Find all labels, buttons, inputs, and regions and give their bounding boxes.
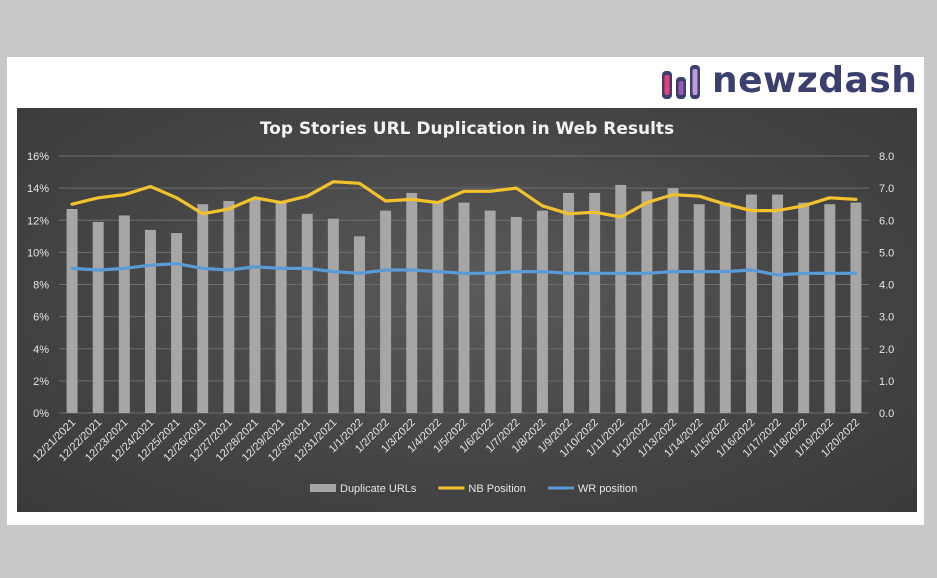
bar-duplicate-urls (66, 209, 78, 413)
y-right-tick-label: 8.0 (879, 151, 894, 163)
bar-duplicate-urls (301, 213, 313, 413)
legend-label-duplicate-urls: Duplicate URLs (340, 483, 417, 495)
chart-area: Top Stories URL Duplication in Web Resul… (17, 108, 917, 512)
bar-duplicate-urls (118, 215, 130, 413)
bar-duplicate-urls (327, 218, 339, 413)
bar-duplicate-urls (484, 210, 496, 413)
y-right-tick-label: 1.0 (879, 376, 894, 388)
y-left-tick-label: 0% (33, 408, 49, 420)
bar-duplicate-urls (197, 204, 209, 413)
bar-duplicate-urls (432, 200, 444, 413)
bar-duplicate-urls (563, 192, 575, 413)
bar-duplicate-urls (772, 194, 784, 413)
bar-duplicate-urls (589, 192, 601, 413)
brand-logo: newzdash (660, 60, 917, 102)
bar-duplicate-urls (223, 200, 235, 413)
y-left-tick-label: 4% (33, 344, 49, 356)
y-left-tick-label: 12% (27, 215, 49, 227)
bar-duplicate-urls (510, 217, 522, 413)
chart-title: Top Stories URL Duplication in Web Resul… (260, 119, 674, 139)
y-right-tick-label: 3.0 (879, 312, 894, 324)
legend-label-nb-position: NB Position (468, 483, 525, 495)
bar-duplicate-urls (850, 202, 862, 413)
brand-name: newzdash (712, 60, 918, 101)
bar-duplicate-urls (719, 202, 731, 413)
line-nb-position (70, 180, 858, 219)
line-wr-position (70, 262, 858, 277)
bar-duplicate-urls (693, 204, 705, 413)
y-left-tick-label: 6% (33, 312, 49, 324)
legend-swatch-duplicate-urls (310, 484, 336, 492)
y-right-tick-label: 5.0 (879, 247, 894, 259)
y-left-tick-label: 8% (33, 280, 49, 292)
bar-duplicate-urls (536, 210, 548, 413)
y-right-tick-label: 4.0 (879, 280, 894, 292)
y-left-tick-label: 2% (33, 376, 49, 388)
bar-duplicate-urls (353, 236, 365, 413)
y-right-tick-label: 0.0 (879, 408, 894, 420)
bar-duplicate-urls (171, 233, 183, 413)
bar-duplicate-urls (144, 229, 156, 413)
bar-duplicate-urls (798, 202, 810, 413)
bar-duplicate-urls (458, 202, 470, 413)
legend-label-wr-position: WR position (578, 483, 637, 495)
bar-duplicate-urls (667, 188, 679, 413)
newzdash-logo-icon (662, 65, 700, 99)
bar-duplicate-urls (380, 210, 392, 413)
bar-duplicate-urls (406, 192, 418, 413)
bar-duplicate-urls (615, 184, 627, 413)
bar-duplicate-urls (641, 191, 653, 413)
bar-duplicate-urls (275, 202, 287, 413)
bar-duplicate-urls (249, 199, 261, 413)
y-right-tick-label: 7.0 (879, 183, 894, 195)
y-right-tick-label: 2.0 (879, 344, 894, 356)
y-left-tick-label: 14% (27, 183, 49, 195)
y-left-tick-label: 16% (27, 151, 49, 163)
y-right-tick-label: 6.0 (879, 215, 894, 227)
bar-duplicate-urls (92, 221, 104, 413)
bar-duplicate-urls (745, 194, 757, 413)
combo-chart: Top Stories URL Duplication in Web Resul… (27, 119, 894, 495)
y-left-tick-label: 10% (27, 247, 49, 259)
bar-duplicate-urls (824, 204, 836, 413)
